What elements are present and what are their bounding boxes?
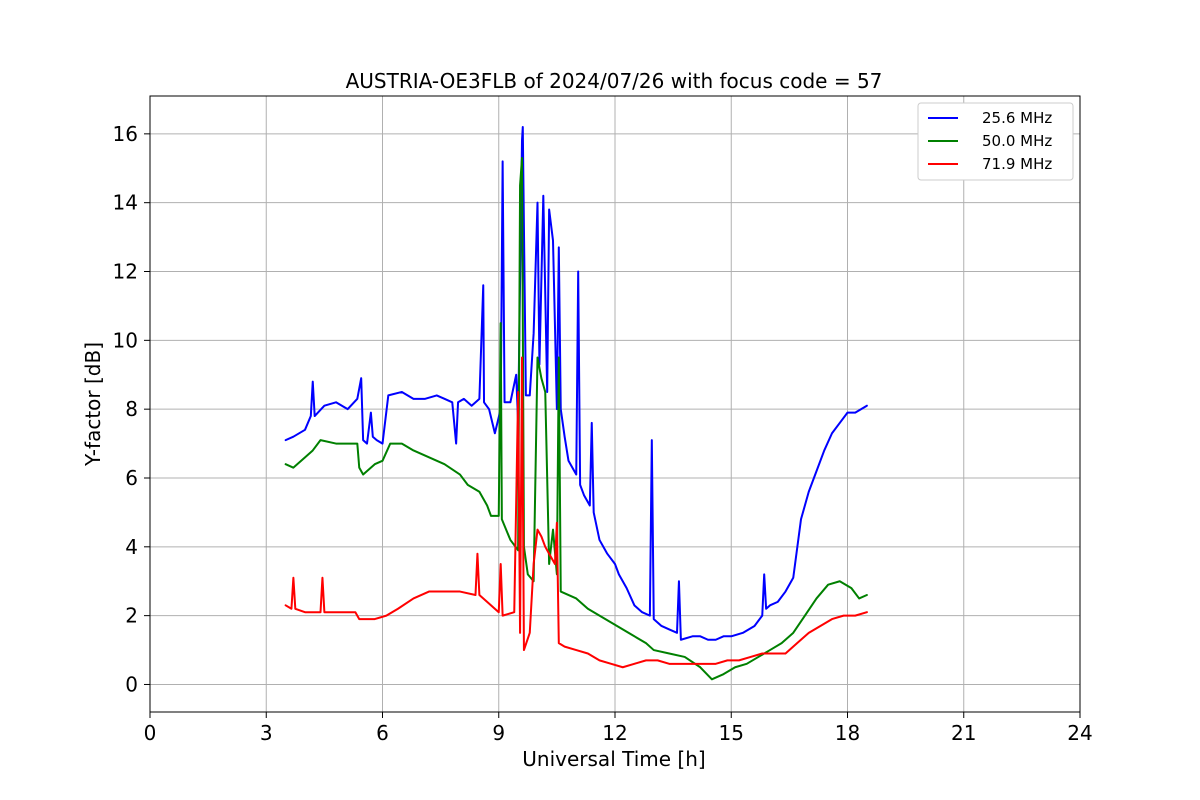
x-tick-label-18: 18 — [835, 721, 860, 745]
x-tick-label-3: 3 — [260, 721, 273, 745]
x-tick-label-12: 12 — [602, 721, 627, 745]
y-tick-label-6: 6 — [125, 466, 138, 490]
y-tick-label-4: 4 — [125, 535, 138, 559]
x-axis-label: Universal Time [h] — [522, 747, 705, 771]
x-tick-label-24: 24 — [1067, 721, 1092, 745]
y-tick-label-2: 2 — [125, 604, 138, 628]
legend-box — [917, 102, 1074, 181]
legend: 25.6 MHz 50.0 MHz 71.9 MHz — [917, 102, 1074, 181]
series-line-25-6-mhz — [284, 125, 868, 641]
x-tick-label-9: 9 — [492, 721, 505, 745]
y-tick-label-16: 16 — [113, 122, 138, 146]
series-line-71-9-mhz — [284, 356, 868, 669]
y-tick-label-0: 0 — [125, 672, 138, 696]
y-tick-label-8: 8 — [125, 397, 138, 421]
legend-label-50-0-mhz: 50.0 MHz — [982, 132, 1052, 150]
y-tick-label-14: 14 — [113, 191, 138, 215]
series-line-50-0-mhz — [284, 156, 868, 681]
y-tick-label-12: 12 — [113, 260, 138, 284]
series-layer — [284, 125, 868, 681]
legend-label-25-6-mhz: 25.6 MHz — [982, 109, 1052, 127]
y-axis-label: Y-factor [dB] — [81, 342, 105, 467]
chart-title: AUSTRIA-OE3FLB of 2024/07/26 with focus … — [346, 69, 883, 93]
x-tick-label-15: 15 — [719, 721, 744, 745]
legend-label-71-9-mhz: 71.9 MHz — [982, 155, 1052, 173]
x-tick-label-6: 6 — [376, 721, 389, 745]
x-tick-label-0: 0 — [144, 721, 157, 745]
x-tick-label-21: 21 — [951, 721, 976, 745]
y-tick-label-10: 10 — [113, 328, 138, 352]
